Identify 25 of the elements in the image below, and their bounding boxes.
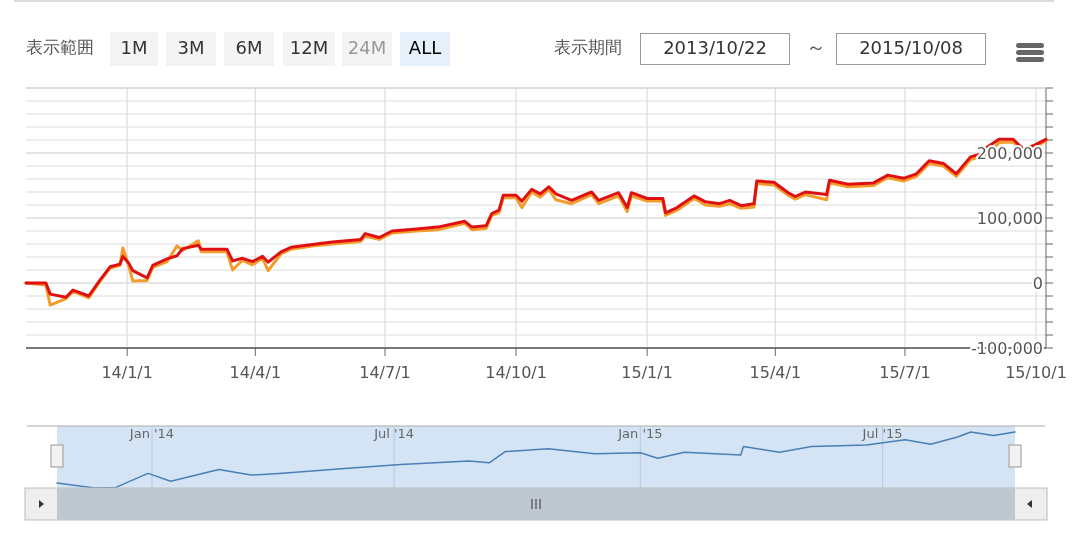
text: 2013/10/22 (640, 33, 790, 65)
y-tick-label: 0 (1032, 274, 1043, 293)
x-tick-label: Jan '14 (128, 426, 175, 441)
text: ～ (806, 34, 826, 61)
text: 12M (283, 32, 335, 66)
x-tick-label: Jan '15 (617, 426, 663, 441)
x-tick-label: 14/7/1 (359, 363, 411, 382)
x-tick-label: 15/10/1 (1005, 363, 1067, 382)
x-tick-label: 15/1/1 (621, 363, 673, 382)
x-tick-label: 14/10/1 (485, 363, 547, 382)
x-tick-label: Jul '15 (861, 426, 903, 441)
x-tick-label: 15/7/1 (879, 363, 931, 382)
x-tick-label: 14/1/1 (101, 363, 153, 382)
text: 表示期間 (554, 36, 622, 59)
text: 3M (166, 32, 216, 66)
x-tick-label: Jul '14 (373, 426, 415, 441)
x-tick-label: 14/4/1 (229, 363, 282, 382)
text: 24M (342, 32, 392, 66)
y-tick-label: 100,000 (976, 209, 1043, 228)
text: 2015/10/08 (836, 33, 986, 65)
text: 6M (224, 32, 274, 66)
x-tick-label: 15/4/1 (749, 363, 802, 382)
text: 表示範囲 (26, 36, 94, 59)
text: 1M (110, 32, 158, 66)
text: ALL (400, 32, 450, 66)
